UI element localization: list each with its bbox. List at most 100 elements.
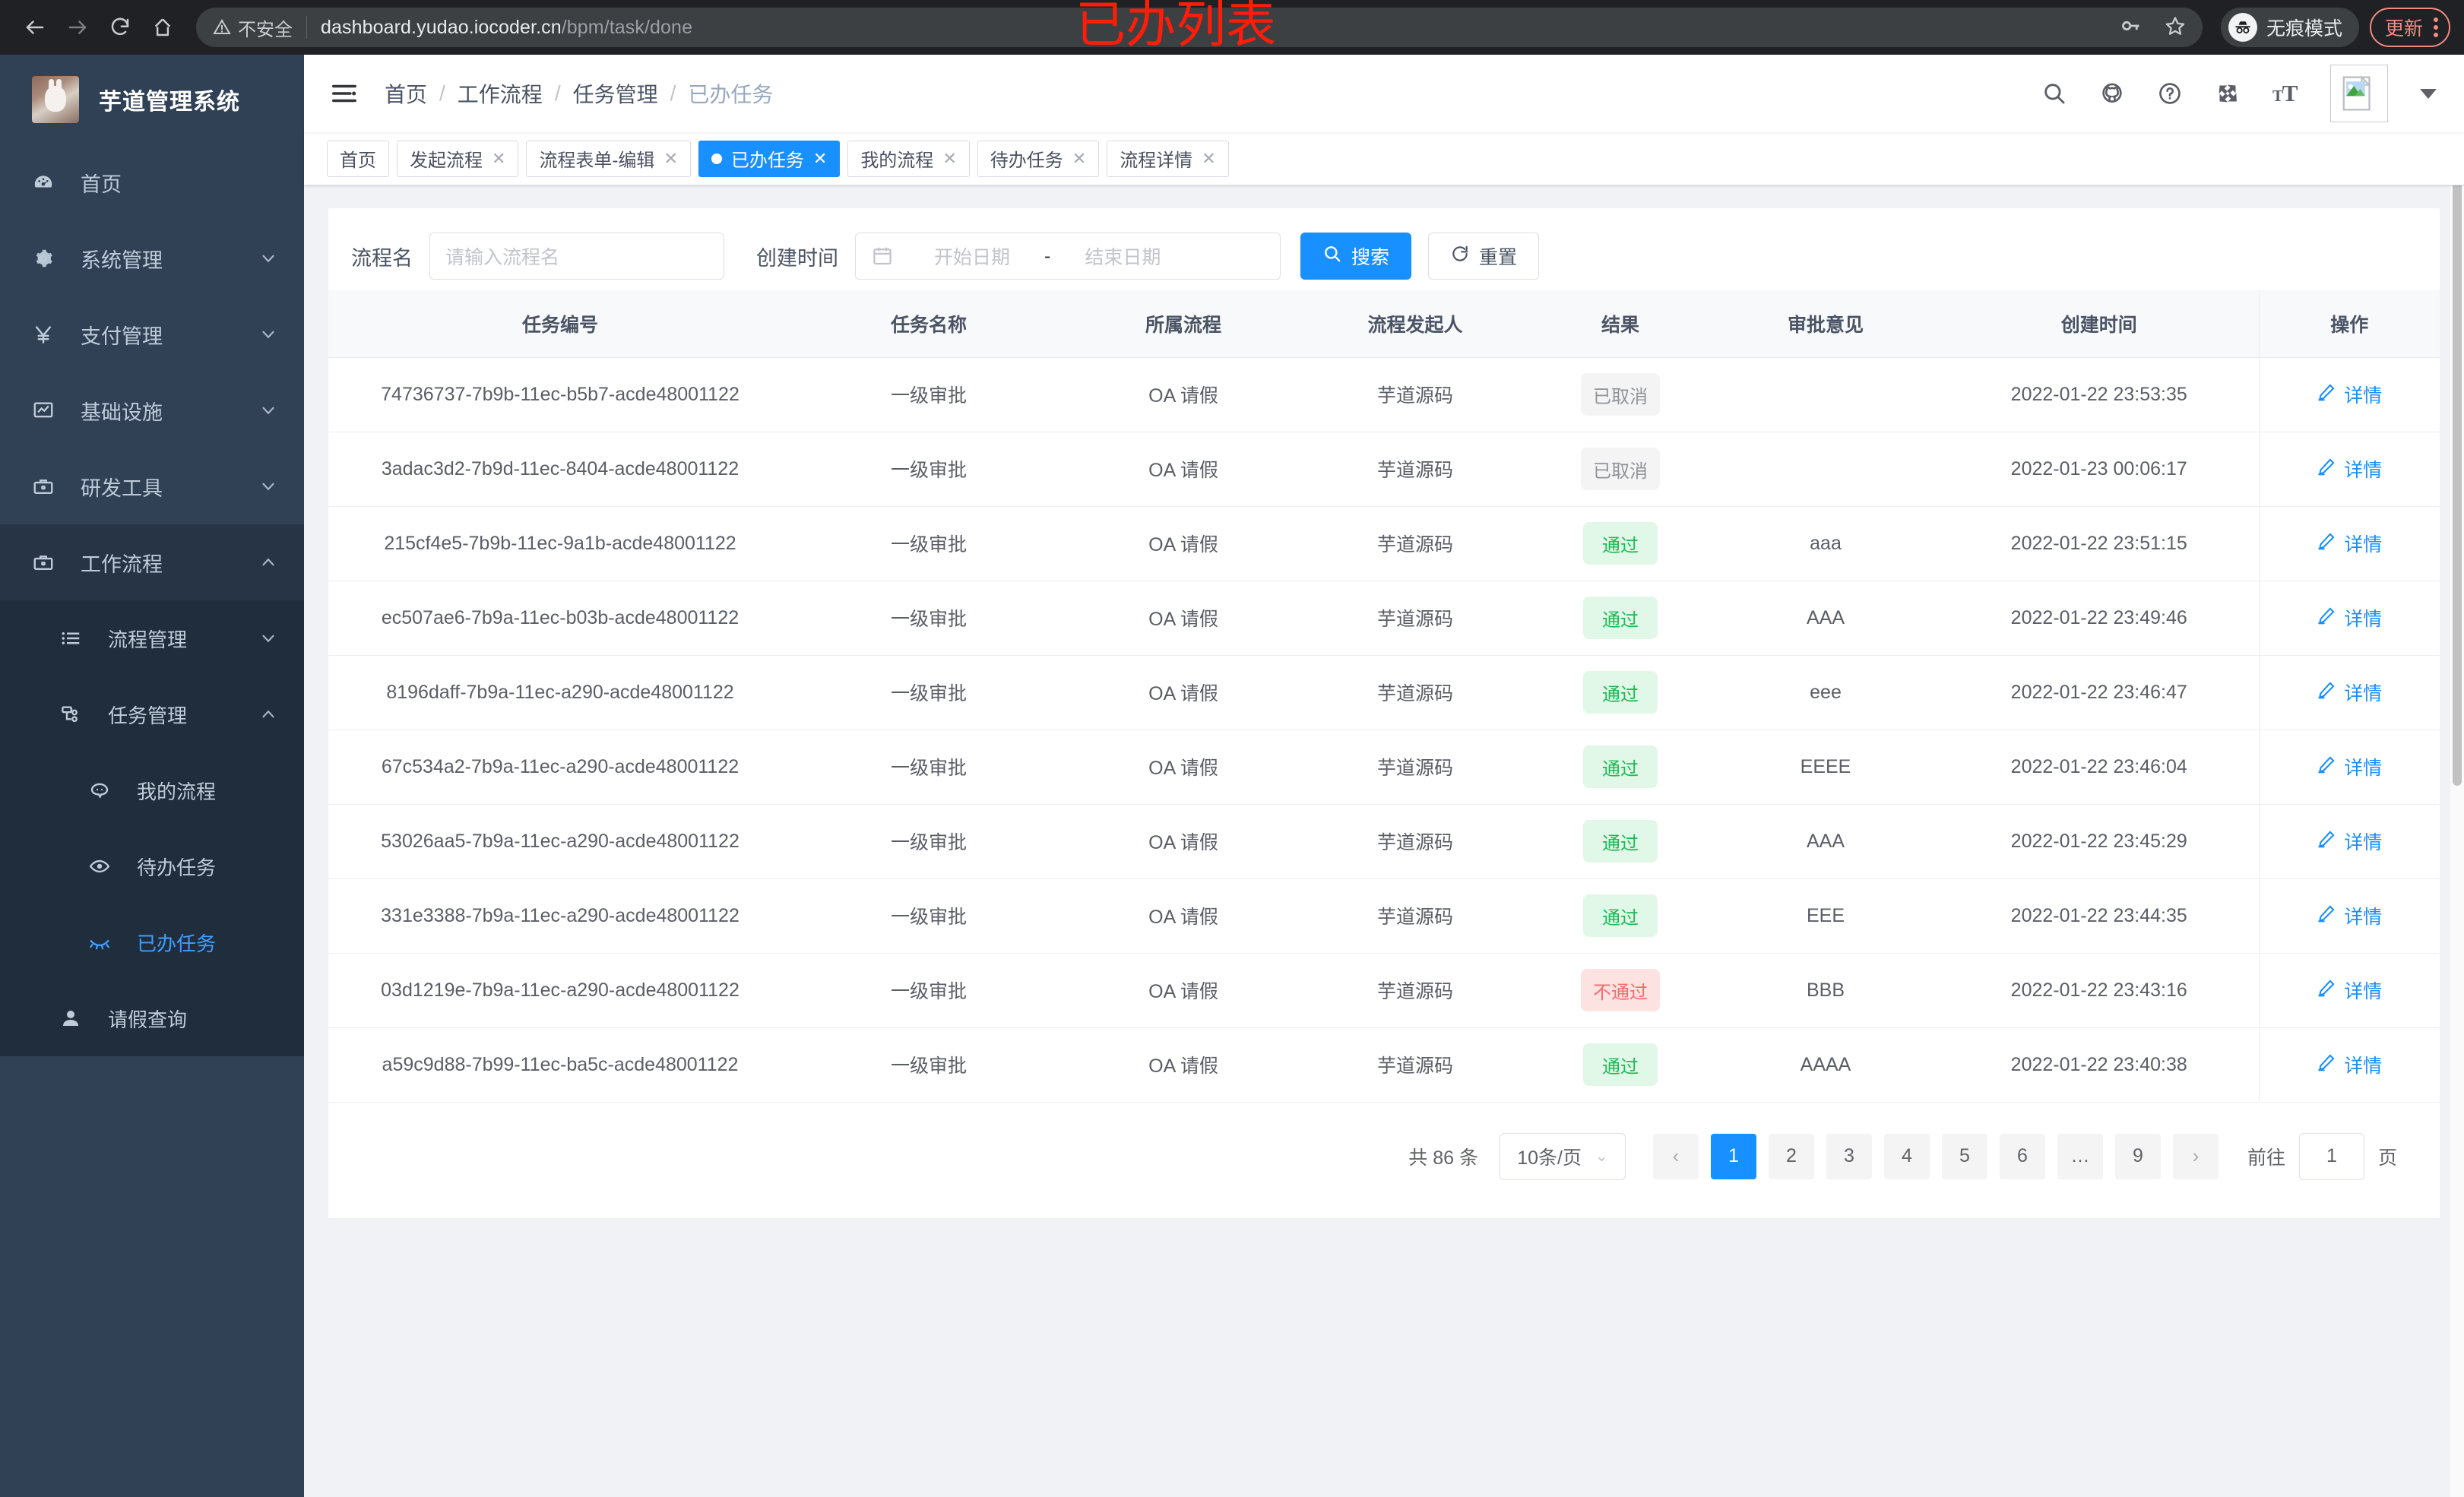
broken-image-icon — [2342, 75, 2371, 111]
sidebar-item-dev-tools[interactable]: 研发工具 — [0, 448, 304, 524]
breadcrumb-item[interactable]: 任务管理 — [572, 83, 658, 106]
sidebar-item-process-management[interactable]: 流程管理 — [0, 600, 304, 676]
page-scrollbar[interactable] — [2450, 55, 2464, 1497]
table-row[interactable]: 8196daff-7b9a-11ec-a290-acde48001122 一级审批… — [328, 655, 2440, 730]
security-warning[interactable]: 不安全 — [213, 14, 293, 41]
search-input[interactable]: 请输入流程名 — [429, 233, 724, 280]
sidebar-item-workflow[interactable]: 工作流程 — [0, 524, 304, 600]
table-row[interactable]: 74736737-7b9b-11ec-b5b7-acde48001122 一级审批… — [328, 357, 2440, 432]
address-bar[interactable]: 不安全 dashboard.yudao.iocoder.cn/bpm/task/… — [196, 8, 2203, 47]
pagination-ellipsis[interactable]: … — [2057, 1133, 2103, 1179]
pagination-next[interactable]: › — [2172, 1133, 2219, 1179]
reload-icon[interactable] — [99, 6, 141, 49]
pagination-prev[interactable]: ‹ — [1652, 1133, 1699, 1179]
hamburger-icon[interactable] — [327, 76, 362, 111]
detail-button[interactable]: 详情 — [2317, 828, 2382, 855]
sidebar-item-infrastructure[interactable]: 基础设施 — [0, 372, 304, 448]
fullscreen-icon[interactable] — [2215, 81, 2241, 106]
column-header-task-name[interactable]: 任务名称 — [792, 290, 1066, 358]
detail-button[interactable]: 详情 — [2317, 902, 2382, 929]
scrollbar-thumb[interactable] — [2453, 56, 2462, 786]
sidebar-item-system-management[interactable]: 系统管理 — [0, 220, 304, 296]
tab-start-process[interactable]: 发起流程 ✕ — [397, 140, 519, 177]
close-icon[interactable]: ✕ — [664, 148, 678, 168]
brand-header[interactable]: 芋道管理系统 — [0, 55, 304, 144]
chevron-down-icon[interactable] — [2420, 88, 2437, 99]
close-icon[interactable]: ✕ — [1072, 148, 1087, 168]
close-icon[interactable]: ✕ — [1202, 148, 1216, 168]
table-row[interactable]: 3adac3d2-7b9d-11ec-8404-acde48001122 一级审批… — [328, 432, 2440, 507]
page-size-select[interactable]: 10条/页 ⌄ — [1499, 1132, 1626, 1180]
end-date-placeholder[interactable]: 结束日期 — [1085, 247, 1161, 268]
detail-button[interactable]: 详情 — [2317, 1051, 2382, 1078]
table-row[interactable]: 331e3388-7b9a-11ec-a290-acde48001122 一级审批… — [328, 878, 2440, 954]
table-row[interactable]: 03d1219e-7b9a-11ec-a290-acde48001122 一级审批… — [328, 953, 2440, 1028]
pagination-page-3[interactable]: 3 — [1826, 1133, 1872, 1179]
bookmark-star-icon[interactable] — [2165, 15, 2186, 40]
date-range-picker[interactable]: 开始日期 - 结束日期 — [855, 233, 1281, 280]
home-icon[interactable] — [141, 6, 184, 49]
forward-arrow-icon[interactable] — [56, 6, 99, 49]
column-header-result[interactable]: 结果 — [1529, 290, 1712, 358]
close-icon[interactable]: ✕ — [942, 148, 957, 168]
tab-todo-task[interactable]: 待办任务 ✕ — [977, 140, 1100, 177]
breadcrumb-item[interactable]: 首页 — [385, 83, 428, 106]
update-button[interactable]: 更新 — [2369, 8, 2450, 47]
column-header-task-id[interactable]: 任务编号 — [328, 290, 792, 358]
table-row[interactable]: 215cf4e5-7b9b-11ec-9a1b-acde48001122 一级审批… — [328, 506, 2440, 581]
detail-button[interactable]: 详情 — [2317, 530, 2382, 557]
chrome-menu-icon[interactable] — [2434, 17, 2438, 37]
sidebar-item-payment-management[interactable]: 支付管理 — [0, 296, 304, 372]
close-icon[interactable]: ✕ — [492, 148, 506, 168]
sidebar-item-done-task[interactable]: 已办任务 — [0, 904, 304, 980]
table-row[interactable]: a59c9d88-7b99-11ec-ba5c-acde48001122 一级审批… — [328, 1027, 2440, 1103]
breadcrumb: 首页 / 工作流程 / 任务管理 / 已办任务 — [385, 78, 773, 109]
column-header-opinion[interactable]: 审批意见 — [1712, 290, 1940, 358]
pagination-page-5[interactable]: 5 — [1941, 1133, 1987, 1179]
cell-task-id: 331e3388-7b9a-11ec-a290-acde48001122 — [328, 878, 792, 954]
reset-button[interactable]: 重置 — [1428, 233, 1540, 280]
column-header-created-time[interactable]: 创建时间 — [1940, 290, 2259, 358]
sidebar-item-label: 基础设施 — [81, 400, 163, 424]
help-circle-icon[interactable] — [2157, 81, 2183, 106]
tab-process-form-edit[interactable]: 流程表单-编辑 ✕ — [526, 140, 691, 177]
tab-home[interactable]: 首页 — [327, 140, 389, 177]
sidebar-item-leave-query[interactable]: 请假查询 — [0, 980, 304, 1056]
search-button[interactable]: 搜索 — [1300, 233, 1412, 280]
search-icon[interactable] — [2041, 81, 2067, 106]
sidebar-item-todo-task[interactable]: 待办任务 — [0, 828, 304, 904]
sidebar-item-my-process[interactable]: 我的流程 — [0, 752, 304, 828]
back-arrow-icon[interactable] — [14, 6, 56, 49]
sidebar-item-home[interactable]: 首页 — [0, 144, 304, 220]
detail-button[interactable]: 详情 — [2317, 679, 2382, 706]
incognito-indicator[interactable]: 无痕模式 — [2220, 8, 2359, 47]
detail-button[interactable]: 详情 — [2317, 604, 2382, 631]
table-row[interactable]: 67c534a2-7b9a-11ec-a290-acde48001122 一级审批… — [328, 730, 2440, 805]
pagination-page-1[interactable]: 1 — [1710, 1133, 1756, 1179]
table-row[interactable]: 53026aa5-7b9a-11ec-a290-acde48001122 一级审批… — [328, 804, 2440, 879]
close-icon[interactable]: ✕ — [812, 148, 828, 168]
column-header-initiator[interactable]: 流程发起人 — [1301, 290, 1529, 358]
pagination-page-4[interactable]: 4 — [1883, 1133, 1930, 1179]
detail-button[interactable]: 详情 — [2317, 976, 2382, 1004]
tab-my-process[interactable]: 我的流程 ✕ — [847, 140, 970, 177]
avatar[interactable] — [2330, 65, 2388, 122]
pagination-jump-input[interactable]: 1 — [2298, 1132, 2364, 1180]
detail-button[interactable]: 详情 — [2317, 381, 2382, 408]
tab-process-detail[interactable]: 流程详情 ✕ — [1107, 140, 1229, 177]
tab-done-task[interactable]: 已办任务 ✕ — [698, 140, 841, 177]
pagination-page-9[interactable]: 9 — [2114, 1133, 2161, 1179]
breadcrumb-item[interactable]: 工作流程 — [457, 83, 543, 106]
sidebar-item-task-management[interactable]: 任务管理 — [0, 676, 304, 752]
task-table: 任务编号 任务名称 所属流程 流程发起人 结果 审批意见 创建时间 操作 747… — [328, 290, 2440, 1103]
table-row[interactable]: ec507ae6-7b9a-11ec-b03b-acde48001122 一级审批… — [328, 581, 2440, 656]
pagination-page-6[interactable]: 6 — [1999, 1133, 2045, 1179]
start-date-placeholder[interactable]: 开始日期 — [933, 247, 1010, 268]
password-key-icon[interactable] — [2120, 15, 2142, 40]
github-icon[interactable] — [2099, 81, 2125, 106]
pagination-page-2[interactable]: 2 — [1768, 1133, 1814, 1179]
detail-button[interactable]: 详情 — [2317, 455, 2382, 483]
detail-button[interactable]: 详情 — [2317, 753, 2382, 780]
column-header-process[interactable]: 所属流程 — [1066, 290, 1301, 358]
